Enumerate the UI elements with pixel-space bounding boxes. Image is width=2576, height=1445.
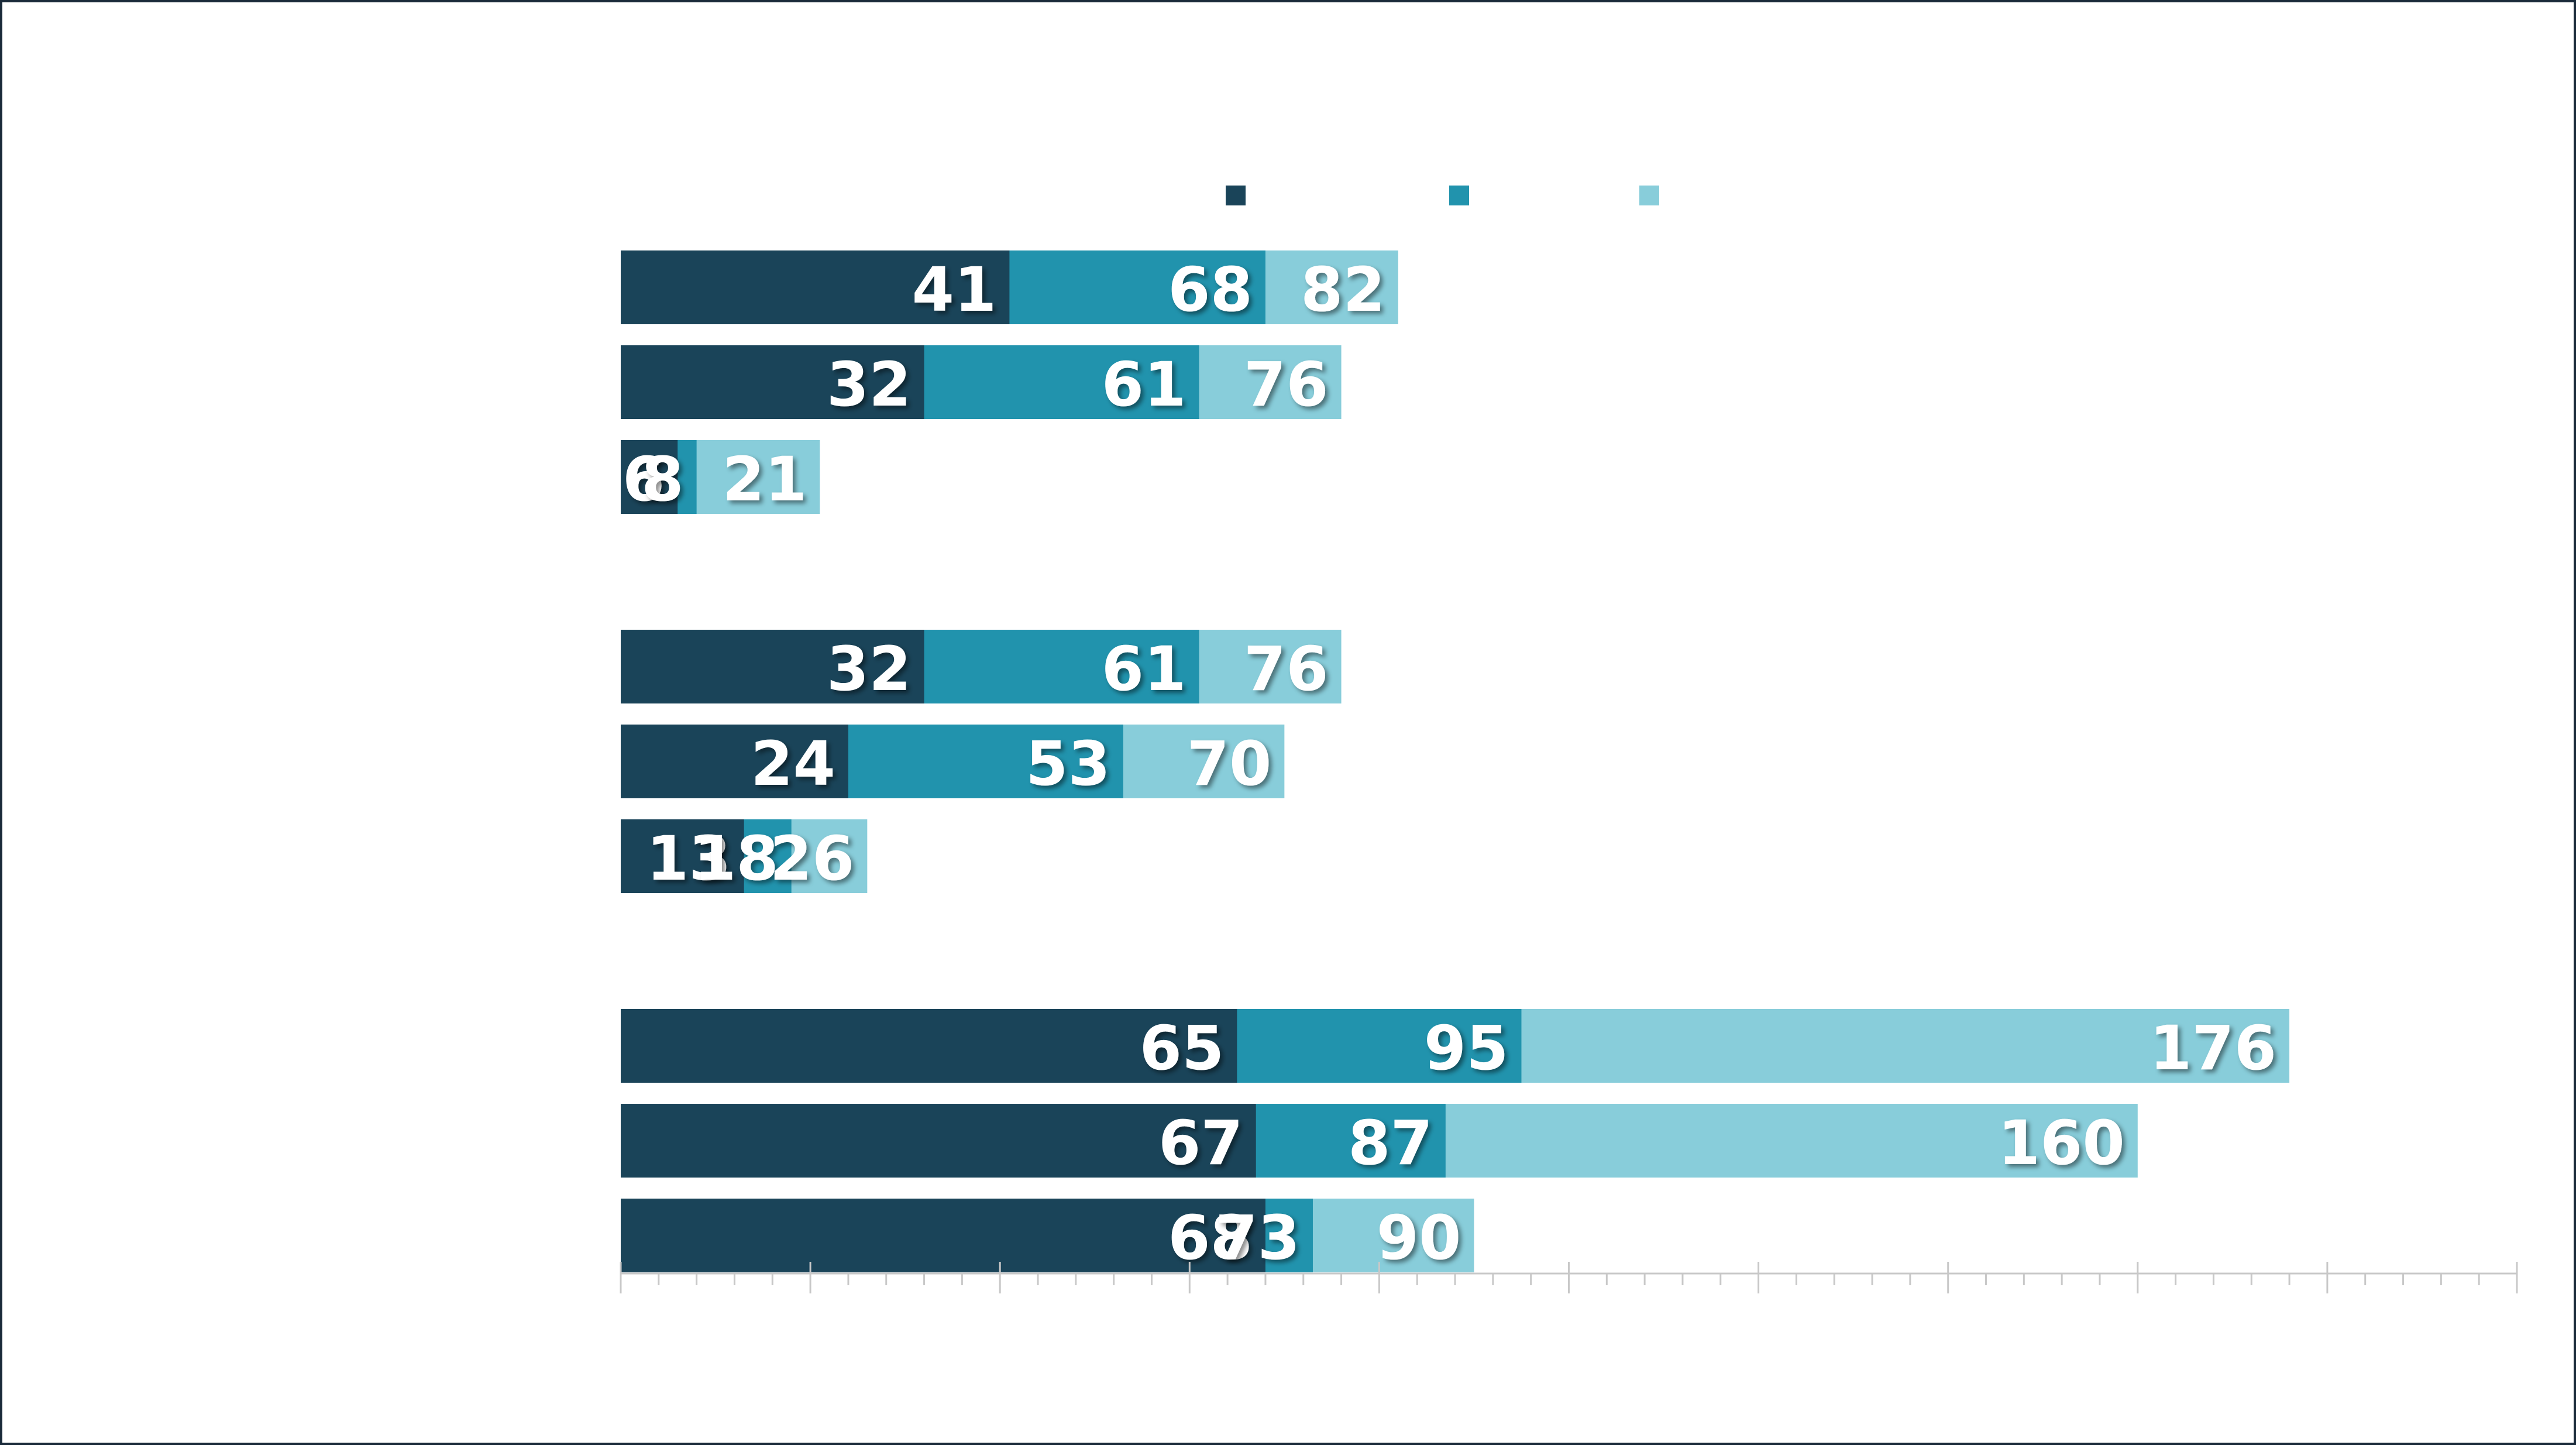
data-label: 21: [723, 444, 807, 515]
data-label: 68: [1168, 1202, 1253, 1274]
data-label: 67: [1158, 1107, 1243, 1179]
bar: [621, 725, 848, 798]
data-label: 24: [751, 728, 835, 799]
data-label: 32: [827, 633, 912, 705]
legend-swatch: [1449, 186, 1469, 205]
data-label: 87: [1348, 1107, 1433, 1179]
data-label: 82: [1301, 254, 1385, 325]
data-label: 90: [1377, 1202, 1461, 1274]
data-label: 73: [1215, 1202, 1300, 1274]
data-label: 68: [1168, 254, 1253, 325]
data-label: 160: [1998, 1107, 2125, 1179]
data-label: 76: [1244, 633, 1329, 705]
bar: [621, 630, 924, 703]
data-label: 13: [646, 823, 731, 894]
data-label: 8: [641, 444, 683, 515]
data-label: 41: [912, 254, 997, 325]
bar: [621, 819, 744, 893]
data-label: 65: [1140, 1012, 1225, 1084]
data-label: 6: [622, 444, 665, 515]
data-label: 76: [1244, 349, 1329, 420]
data-label: 26: [770, 823, 855, 894]
bar: [621, 345, 924, 419]
data-label: 61: [1102, 633, 1186, 705]
data-label: 32: [827, 349, 912, 420]
legend-swatch: [1639, 186, 1659, 205]
data-label: 95: [1424, 1012, 1509, 1084]
legend-swatch: [1226, 186, 1246, 205]
data-label: 176: [2149, 1012, 2276, 1084]
bar: [621, 440, 678, 514]
bar: [621, 250, 1010, 324]
bar: [621, 1009, 1237, 1083]
bar: [621, 1199, 1265, 1272]
data-label: 70: [1187, 728, 1272, 799]
data-label: 18: [694, 823, 779, 894]
data-label: 61: [1102, 349, 1186, 420]
bar: [621, 1104, 1256, 1178]
data-label: 53: [1026, 728, 1110, 799]
